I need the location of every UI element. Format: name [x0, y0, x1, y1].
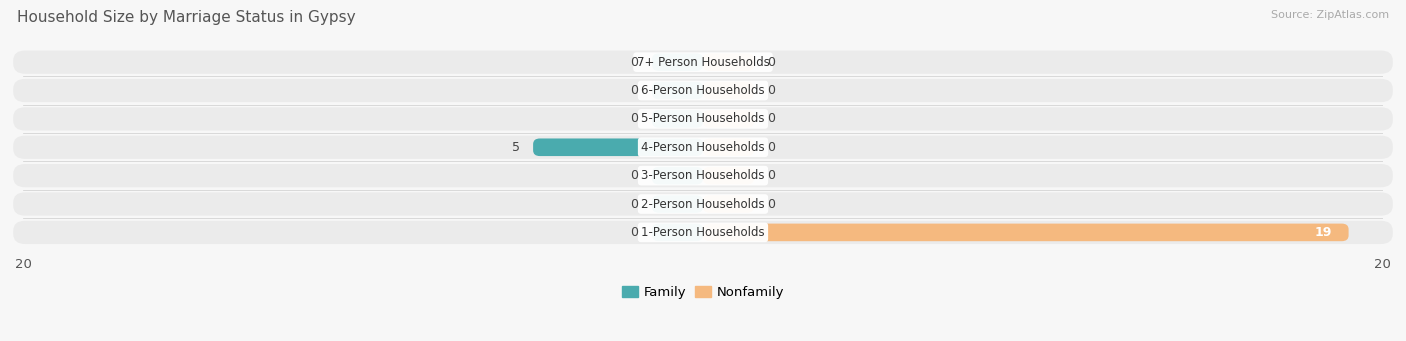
FancyBboxPatch shape [703, 53, 754, 71]
FancyBboxPatch shape [703, 82, 754, 99]
FancyBboxPatch shape [652, 195, 703, 213]
Text: 0: 0 [768, 56, 776, 69]
Text: 3-Person Households: 3-Person Households [641, 169, 765, 182]
FancyBboxPatch shape [13, 164, 1393, 187]
Text: 0: 0 [768, 113, 776, 125]
Text: 2-Person Households: 2-Person Households [641, 197, 765, 210]
Text: 0: 0 [630, 169, 638, 182]
FancyBboxPatch shape [533, 138, 703, 156]
FancyBboxPatch shape [652, 82, 703, 99]
Legend: Family, Nonfamily: Family, Nonfamily [617, 281, 789, 305]
FancyBboxPatch shape [13, 192, 1393, 216]
Text: 1-Person Households: 1-Person Households [641, 226, 765, 239]
Text: 0: 0 [630, 84, 638, 97]
FancyBboxPatch shape [13, 79, 1393, 102]
Text: 0: 0 [630, 197, 638, 210]
Text: 0: 0 [768, 84, 776, 97]
Text: 19: 19 [1315, 226, 1331, 239]
Text: Household Size by Marriage Status in Gypsy: Household Size by Marriage Status in Gyp… [17, 10, 356, 25]
Text: 4-Person Households: 4-Person Households [641, 141, 765, 154]
Text: Source: ZipAtlas.com: Source: ZipAtlas.com [1271, 10, 1389, 20]
Text: 5-Person Households: 5-Person Households [641, 113, 765, 125]
FancyBboxPatch shape [703, 195, 754, 213]
FancyBboxPatch shape [13, 221, 1393, 244]
FancyBboxPatch shape [652, 53, 703, 71]
Text: 0: 0 [630, 226, 638, 239]
Text: 5: 5 [512, 141, 520, 154]
Text: 6-Person Households: 6-Person Households [641, 84, 765, 97]
FancyBboxPatch shape [13, 50, 1393, 74]
Text: 0: 0 [768, 141, 776, 154]
FancyBboxPatch shape [703, 167, 754, 184]
Text: 0: 0 [630, 56, 638, 69]
FancyBboxPatch shape [13, 136, 1393, 159]
FancyBboxPatch shape [703, 224, 1348, 241]
FancyBboxPatch shape [703, 110, 754, 128]
FancyBboxPatch shape [652, 224, 703, 241]
Text: 0: 0 [768, 197, 776, 210]
Text: 0: 0 [630, 113, 638, 125]
FancyBboxPatch shape [652, 110, 703, 128]
FancyBboxPatch shape [13, 107, 1393, 131]
Text: 0: 0 [768, 169, 776, 182]
FancyBboxPatch shape [703, 138, 754, 156]
FancyBboxPatch shape [652, 167, 703, 184]
Text: 7+ Person Households: 7+ Person Households [637, 56, 769, 69]
